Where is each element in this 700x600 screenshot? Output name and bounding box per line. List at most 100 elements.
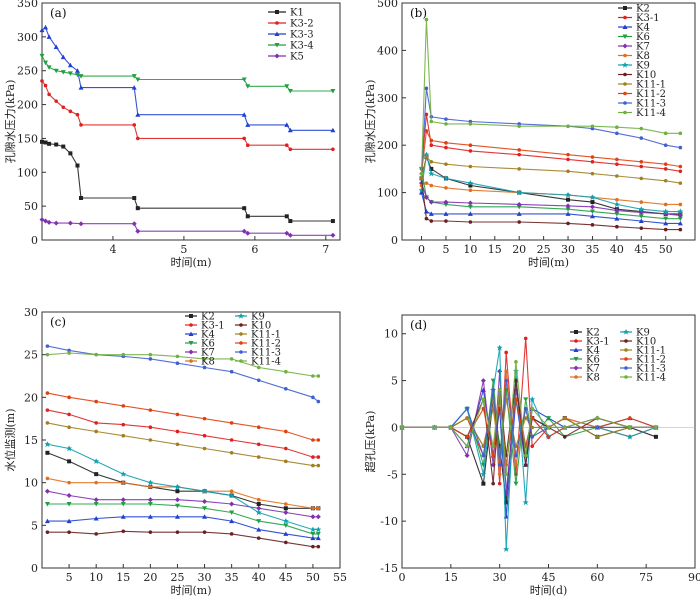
data-point	[148, 530, 153, 534]
data-point	[523, 453, 528, 458]
data-point	[467, 180, 474, 186]
data-point	[638, 206, 645, 212]
data-point	[284, 540, 288, 545]
data-point	[497, 463, 502, 467]
data-point	[94, 480, 98, 485]
panel-3: 5 10 15 20 25 30 35 40 45 50 55051015202530时间(m)水位…	[3, 306, 347, 597]
panel-label: (b)	[410, 6, 427, 20]
data-point	[419, 176, 424, 181]
data-point	[562, 416, 567, 420]
data-point	[121, 529, 126, 534]
data-point	[316, 544, 321, 549]
data-point	[663, 162, 668, 166]
legend-marker	[573, 347, 579, 352]
data-point	[514, 397, 518, 402]
y-tick-label: 350	[17, 0, 38, 10]
data-point	[245, 230, 251, 236]
data-point	[423, 151, 430, 158]
data-point	[45, 476, 50, 481]
x-tick-label: 50	[306, 571, 320, 584]
legend-label: K2	[636, 4, 650, 15]
data-point	[147, 514, 153, 519]
x-tick-label: 6	[251, 243, 258, 256]
data-point	[566, 221, 570, 226]
data-point	[241, 112, 247, 117]
y-axis-label: 孔隙水压力(kPa)	[3, 80, 17, 164]
series-k9	[44, 441, 322, 533]
y-tick-label: 10	[24, 477, 38, 490]
data-point	[529, 396, 536, 403]
data-point	[424, 181, 429, 185]
data-point	[424, 155, 429, 159]
data-point	[67, 220, 73, 226]
data-point	[311, 438, 315, 442]
data-point	[497, 444, 502, 449]
data-point	[39, 53, 45, 59]
data-point	[53, 44, 59, 50]
data-point	[229, 501, 235, 507]
x-tick-label: 10	[463, 243, 477, 256]
data-point	[148, 352, 153, 357]
data-point	[678, 169, 683, 174]
series-k4	[419, 190, 683, 226]
data-point	[61, 105, 66, 110]
legend-marker	[623, 15, 627, 20]
series-k11-1	[419, 155, 683, 185]
data-point	[256, 497, 261, 502]
data-point	[514, 453, 518, 458]
legend-label: K11-3	[636, 364, 666, 375]
data-point	[443, 211, 449, 216]
y-tick-label: 30	[24, 306, 38, 319]
data-point	[256, 425, 261, 430]
data-point	[67, 412, 71, 417]
data-point	[613, 201, 620, 208]
series-line	[420, 19, 681, 174]
data-point	[75, 112, 80, 117]
data-point	[135, 77, 141, 83]
data-point	[467, 211, 473, 216]
data-point	[284, 214, 289, 219]
legend-marker	[573, 365, 579, 371]
data-point	[639, 176, 644, 181]
series-k2	[419, 155, 683, 216]
x-tick-label: 30	[198, 571, 212, 584]
data-point	[504, 369, 508, 374]
data-point	[94, 472, 99, 477]
data-point	[93, 516, 99, 521]
panel-1: 4 5 6 7 0 50 100 150 200 250 300 350 时间(m) 孔隙水压力(kPa)…	[3, 0, 341, 269]
data-point	[311, 506, 315, 511]
x-tick-label: 40	[252, 571, 266, 584]
data-point	[678, 227, 683, 232]
x-tick-label: 15	[116, 571, 130, 584]
data-point	[310, 514, 316, 520]
data-point	[61, 144, 66, 149]
legend-marker	[622, 62, 628, 68]
y-tick-label: 100	[17, 166, 38, 179]
legend-label: K4	[586, 346, 600, 357]
data-point	[135, 112, 141, 117]
legend-marker	[623, 101, 627, 105]
data-point	[517, 148, 521, 152]
data-point	[590, 171, 595, 176]
series-k8	[45, 476, 321, 511]
data-point	[256, 519, 262, 524]
data-point	[68, 151, 73, 156]
data-point	[566, 197, 571, 202]
y-tick-label: -15	[380, 562, 398, 575]
legend-marker	[189, 359, 193, 363]
legend-label: K3-1	[201, 321, 225, 332]
series-line	[47, 443, 319, 531]
data-point	[400, 425, 404, 430]
data-point	[480, 378, 486, 384]
data-point	[497, 472, 502, 477]
data-point	[39, 27, 45, 33]
legend-marker	[573, 357, 579, 362]
data-point	[131, 221, 137, 227]
data-point	[229, 532, 234, 536]
data-point	[147, 479, 154, 486]
data-point	[468, 183, 473, 188]
data-point	[663, 178, 668, 183]
data-point	[546, 425, 551, 430]
data-point	[491, 388, 495, 392]
data-point	[229, 357, 234, 361]
